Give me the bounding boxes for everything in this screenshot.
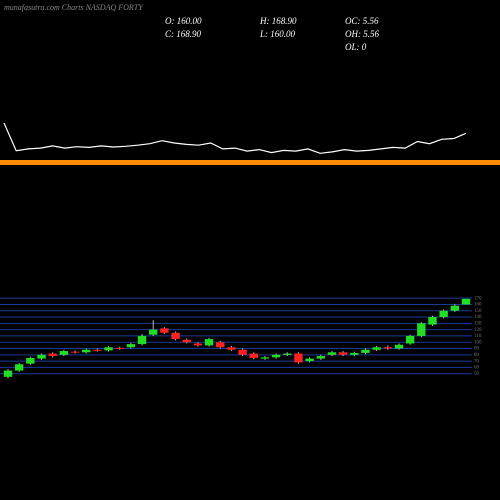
- stat: OL: 0: [345, 42, 367, 52]
- stat: OC: 5.56: [345, 16, 379, 26]
- candle-body: [439, 310, 448, 318]
- candle-body: [193, 343, 203, 346]
- candle-body: [182, 339, 191, 343]
- y-tick-label: 120: [474, 328, 482, 333]
- candle-body: [115, 347, 124, 349]
- stat: OH: 5.56: [345, 29, 379, 39]
- candle-body: [59, 351, 69, 355]
- candle-body: [70, 351, 80, 353]
- candle-body: [14, 364, 24, 371]
- candle-body: [394, 344, 404, 349]
- candle-body: [126, 344, 136, 348]
- candle-body: [450, 305, 460, 311]
- candle-body: [149, 329, 158, 335]
- y-tick-label: 80: [474, 353, 480, 358]
- stat: O: 160.00: [165, 16, 202, 26]
- y-tick-label: 150: [474, 309, 482, 314]
- stat: C: 168.90: [165, 29, 202, 39]
- candle-body: [26, 357, 35, 364]
- candle-body: [294, 353, 303, 363]
- y-tick-label: 70: [474, 359, 480, 364]
- candle-body: [405, 335, 415, 344]
- candle-body: [37, 354, 46, 359]
- candle-body: [316, 356, 325, 359]
- candle-body: [305, 358, 314, 362]
- chart-title: munafasutra.com Charts NASDAQ FORTY: [4, 3, 144, 12]
- candle-body: [350, 352, 359, 355]
- candle-body: [216, 342, 225, 348]
- candle-body: [271, 354, 281, 358]
- separator: [0, 160, 500, 165]
- y-tick-label: 130: [474, 321, 482, 326]
- y-tick-label: 110: [474, 334, 482, 339]
- candle-body: [361, 349, 370, 353]
- candle-body: [327, 352, 337, 355]
- candle-body: [372, 347, 381, 350]
- indicator-line: [3, 122, 467, 154]
- candle-body: [417, 323, 426, 336]
- candle-body: [238, 349, 247, 355]
- candle-body: [283, 353, 292, 355]
- candle-body: [260, 357, 270, 359]
- candle-body: [249, 353, 258, 358]
- y-tick-label: 100: [474, 340, 482, 345]
- candle-body: [93, 349, 102, 351]
- stat: H: 168.90: [259, 16, 297, 26]
- candle-body: [204, 339, 214, 346]
- candle-body: [227, 347, 236, 350]
- candle-body: [104, 347, 113, 351]
- candle-body: [137, 335, 147, 345]
- candle-body: [160, 328, 169, 333]
- candle-body: [82, 349, 91, 353]
- candle-body: [171, 332, 180, 340]
- y-tick-label: 90: [474, 347, 480, 352]
- candle-body: [48, 353, 57, 357]
- stat: L: 160.00: [259, 29, 296, 39]
- candle-body: [338, 352, 348, 355]
- candle-body: [383, 347, 392, 349]
- candle-body: [461, 298, 471, 305]
- y-tick-label: 160: [474, 303, 482, 308]
- candle-body: [3, 370, 13, 377]
- y-tick-label: 60: [474, 366, 480, 371]
- y-tick-label: 170: [474, 296, 482, 301]
- y-tick-label: 50: [474, 372, 480, 377]
- y-tick-label: 140: [474, 315, 482, 320]
- candle-body: [428, 317, 437, 325]
